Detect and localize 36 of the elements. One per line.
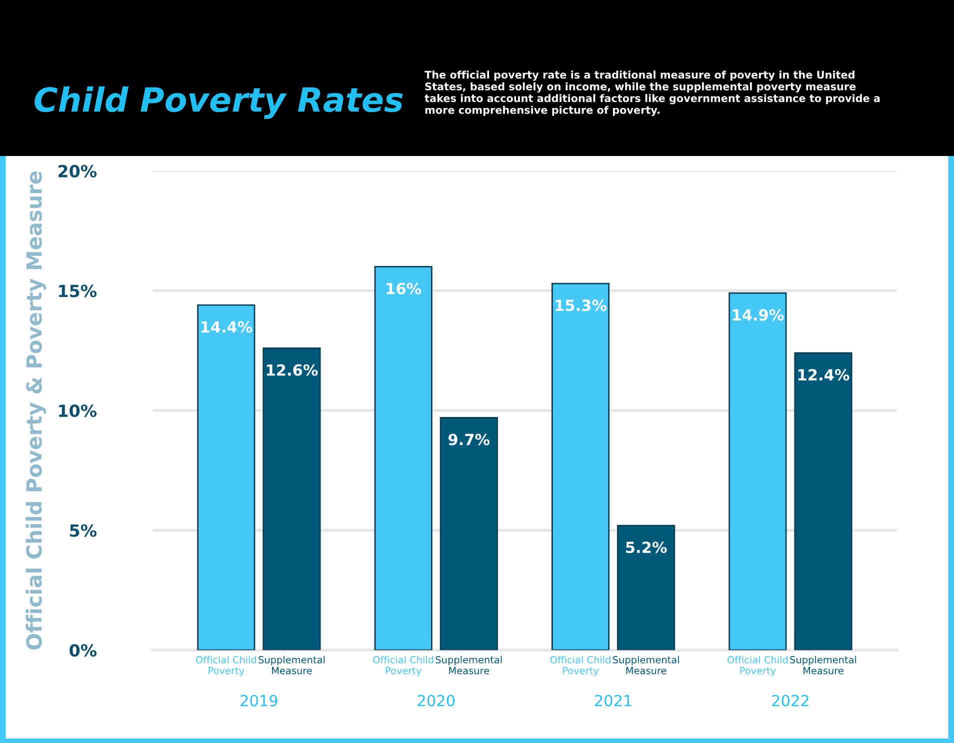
bar xyxy=(262,348,321,650)
bar xyxy=(440,417,498,650)
data-label: 14.4% xyxy=(201,321,252,333)
text: Supplemental Measure xyxy=(612,656,679,674)
text: Official Child Poverty xyxy=(196,656,256,676)
data-label: 12.4% xyxy=(798,369,850,381)
data-label: 9.7% xyxy=(448,434,490,446)
bar xyxy=(728,292,787,650)
y-tick-label: 10% xyxy=(59,404,97,418)
y-tick-label: 15% xyxy=(59,284,97,298)
chart-subtitle: The official poverty rate is a traditional measure of poverty in the United States, based solely on income, while the supplemental poverty measure takes into account additional factors like government assistance to provide a more comprehensive picture of poverty. xyxy=(424,70,880,116)
x-tick-label: 2021 xyxy=(594,694,632,706)
series-label: Supplemental Measure xyxy=(436,656,502,674)
text: Official Child Poverty xyxy=(550,656,610,676)
data-label: 16% xyxy=(386,282,422,294)
bar xyxy=(617,524,676,650)
y-tick-label: 5% xyxy=(70,524,97,537)
x-tick-label: 2020 xyxy=(418,694,455,706)
data-label: 14.9% xyxy=(732,309,784,321)
x-tick-label: 2019 xyxy=(240,694,278,706)
data-label: 12.6% xyxy=(266,364,318,376)
text: Supplemental Measure xyxy=(790,656,856,674)
y-axis-title: Official Child Poverty & Poverty Measure xyxy=(26,171,46,650)
x-tick-label: 2022 xyxy=(772,694,808,706)
data-label: 5.2% xyxy=(626,542,667,554)
chart-title: Child Poverty Rates xyxy=(34,86,403,119)
y-tick-label: 0% xyxy=(70,644,97,657)
text: Supplemental Measure xyxy=(258,656,325,674)
bar xyxy=(794,352,852,650)
bar xyxy=(551,282,610,650)
bar xyxy=(197,304,256,650)
series-label: Official Child Poverty xyxy=(727,656,788,676)
text: Official Child Poverty xyxy=(373,656,434,676)
bar xyxy=(374,266,432,650)
y-tick-label: 20% xyxy=(58,164,97,178)
data-label: 15.3% xyxy=(556,300,607,312)
